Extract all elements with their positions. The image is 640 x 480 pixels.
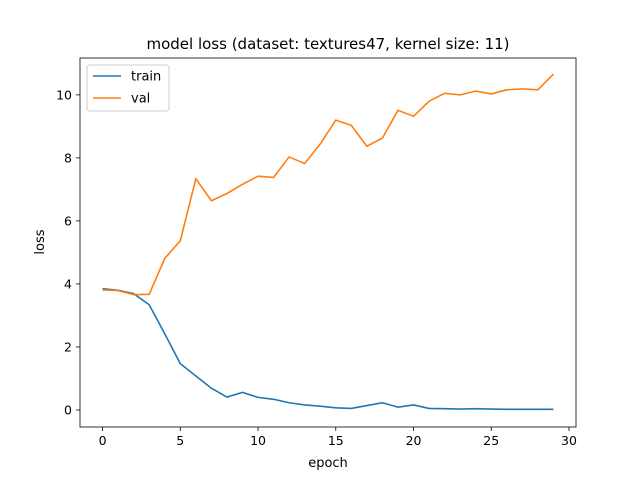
y-tick-label: 8	[64, 150, 72, 165]
x-tick-label: 5	[176, 433, 184, 448]
plot-frame	[79, 57, 577, 428]
y-axis: 0 2 4 6 8 10	[56, 87, 80, 417]
legend-label-train: train	[131, 70, 161, 85]
x-tick-label: 20	[406, 433, 422, 448]
series-line-train	[102, 287, 554, 411]
y-tick-label: 2	[64, 339, 72, 354]
plot-area	[80, 58, 576, 427]
legend-label-val: val	[131, 92, 150, 107]
x-axis: 0 5 10 15 20 25 30	[99, 427, 577, 448]
y-axis-label: loss	[33, 229, 48, 254]
y-tick-label: 4	[64, 276, 72, 291]
chart-title: model loss (dataset: textures47, kernel …	[146, 35, 509, 53]
series-lines	[102, 73, 555, 411]
x-tick-label: 15	[328, 433, 344, 448]
x-tick-label: 10	[250, 433, 266, 448]
x-tick-label: 25	[483, 433, 499, 448]
x-axis-label: epoch	[308, 456, 348, 471]
y-tick-label: 10	[56, 87, 72, 102]
series-line-val	[102, 73, 555, 296]
legend: train val	[86, 64, 170, 112]
y-tick-label: 6	[64, 213, 72, 228]
x-tick-label: 0	[99, 433, 107, 448]
x-tick-label: 30	[561, 433, 577, 448]
y-tick-label: 0	[64, 402, 72, 417]
